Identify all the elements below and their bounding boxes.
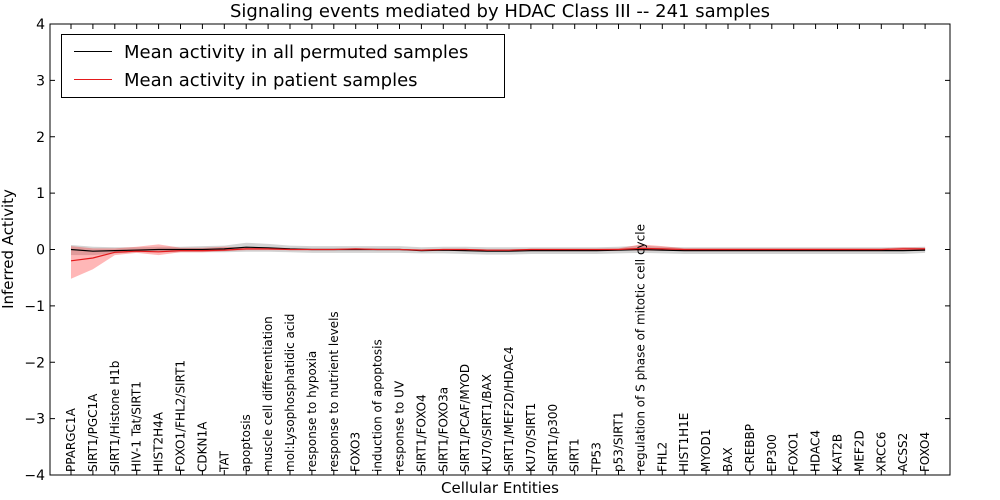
- y-tick-label: −4: [24, 468, 45, 484]
- y-tick-label: 3: [36, 73, 45, 89]
- x-tick-label: SIRT1/PCAF/MYOD: [458, 364, 472, 472]
- x-tick-label: SIRT1/MEF2D/HDAC4: [502, 347, 516, 472]
- legend-entry-patient: Mean activity in patient samples: [62, 68, 502, 92]
- legend-swatch-permuted: [74, 51, 112, 52]
- legend: Mean activity in all permuted samples Me…: [61, 34, 505, 98]
- x-tick-label: p53/SIRT1: [612, 411, 626, 472]
- x-tick-label: response to hypoxia: [305, 351, 319, 472]
- legend-entry-permuted: Mean activity in all permuted samples: [62, 40, 502, 64]
- y-tick-label: −1: [24, 299, 45, 315]
- legend-label-permuted: Mean activity in all permuted samples: [124, 42, 469, 63]
- permuted-spread-band: [71, 242, 926, 256]
- x-tick-label: HIV-1 Tat/SIRT1: [130, 381, 144, 472]
- x-tick-label: BAX: [721, 447, 735, 472]
- legend-label-patient: Mean activity in patient samples: [124, 70, 418, 91]
- x-tick-label: MEF2D: [852, 430, 866, 472]
- x-tick-label: CDKN1A: [195, 421, 209, 472]
- x-tick-label: SIRT1/p300: [546, 404, 560, 472]
- x-tick-label: TP53: [590, 442, 604, 473]
- x-tick-label: FOXO1/FHL2/SIRT1: [174, 360, 188, 472]
- x-tick-label: SIRT1/FOXO4: [414, 394, 428, 472]
- x-tick-label: apoptosis: [239, 414, 253, 472]
- y-tick-label: 2: [36, 130, 45, 146]
- y-tick-label: 1: [36, 186, 45, 202]
- x-tick-label: KU70/SIRT1: [524, 403, 538, 472]
- x-tick-label: muscle cell differentiation: [261, 316, 275, 472]
- chart-title: Signaling events mediated by HDAC Class …: [229, 1, 771, 22]
- permuted-mean-line: [70, 246, 926, 252]
- x-tick-label: FOXO4: [918, 432, 932, 472]
- x-tick-label: ACSS2: [896, 433, 910, 472]
- y-tick-label: 0: [36, 243, 45, 259]
- y-tick-label: −2: [24, 355, 45, 371]
- x-tick-label: PPARGC1A: [64, 407, 78, 472]
- x-tick-label: CREBBP: [743, 424, 757, 472]
- x-tick-label: FOXO1: [787, 432, 801, 472]
- x-tick-label: TAT: [217, 450, 231, 473]
- x-axis-label: Cellular Entities: [441, 479, 559, 497]
- x-tick-label: induction of apoptosis: [371, 339, 385, 472]
- y-tick-label: −3: [24, 412, 45, 428]
- x-tick-label: XRCC6: [874, 432, 888, 472]
- y-tick-label: 4: [36, 17, 45, 33]
- x-tick-label: mol:Lysophosphatidic acid: [283, 314, 297, 472]
- x-tick-label: regulation of S phase of mitotic cell cy…: [633, 224, 647, 472]
- patient-mean-line: [70, 247, 926, 262]
- x-tick-label: FHL2: [655, 442, 669, 472]
- y-axis-label: Inferred Activity: [0, 189, 17, 309]
- x-tick-label: SIRT1: [568, 438, 582, 472]
- x-tick-label: SIRT1/Histone H1b: [108, 361, 122, 472]
- x-tick-label: SIRT1/FOXO3a: [436, 387, 450, 472]
- x-tick-label: KAT2B: [831, 434, 845, 472]
- x-tick-label: response to UV: [393, 380, 407, 472]
- x-tick-label: FOXO3: [349, 432, 363, 472]
- x-tick-label: EP300: [765, 434, 779, 472]
- x-tick-label: response to nutrient levels: [327, 311, 341, 472]
- x-tick-label: KU70/SIRT1/BAX: [480, 374, 494, 472]
- x-tick-label: HIST1H1E: [677, 413, 691, 472]
- patient-spread-band: [71, 244, 926, 279]
- x-tick-label: HIST2H4A: [152, 411, 166, 472]
- x-tick-label: HDAC4: [809, 430, 823, 472]
- legend-swatch-patient: [74, 79, 112, 80]
- x-tick-label: SIRT1/PGC1A: [86, 393, 100, 472]
- x-tick-label: MYOD1: [699, 429, 713, 472]
